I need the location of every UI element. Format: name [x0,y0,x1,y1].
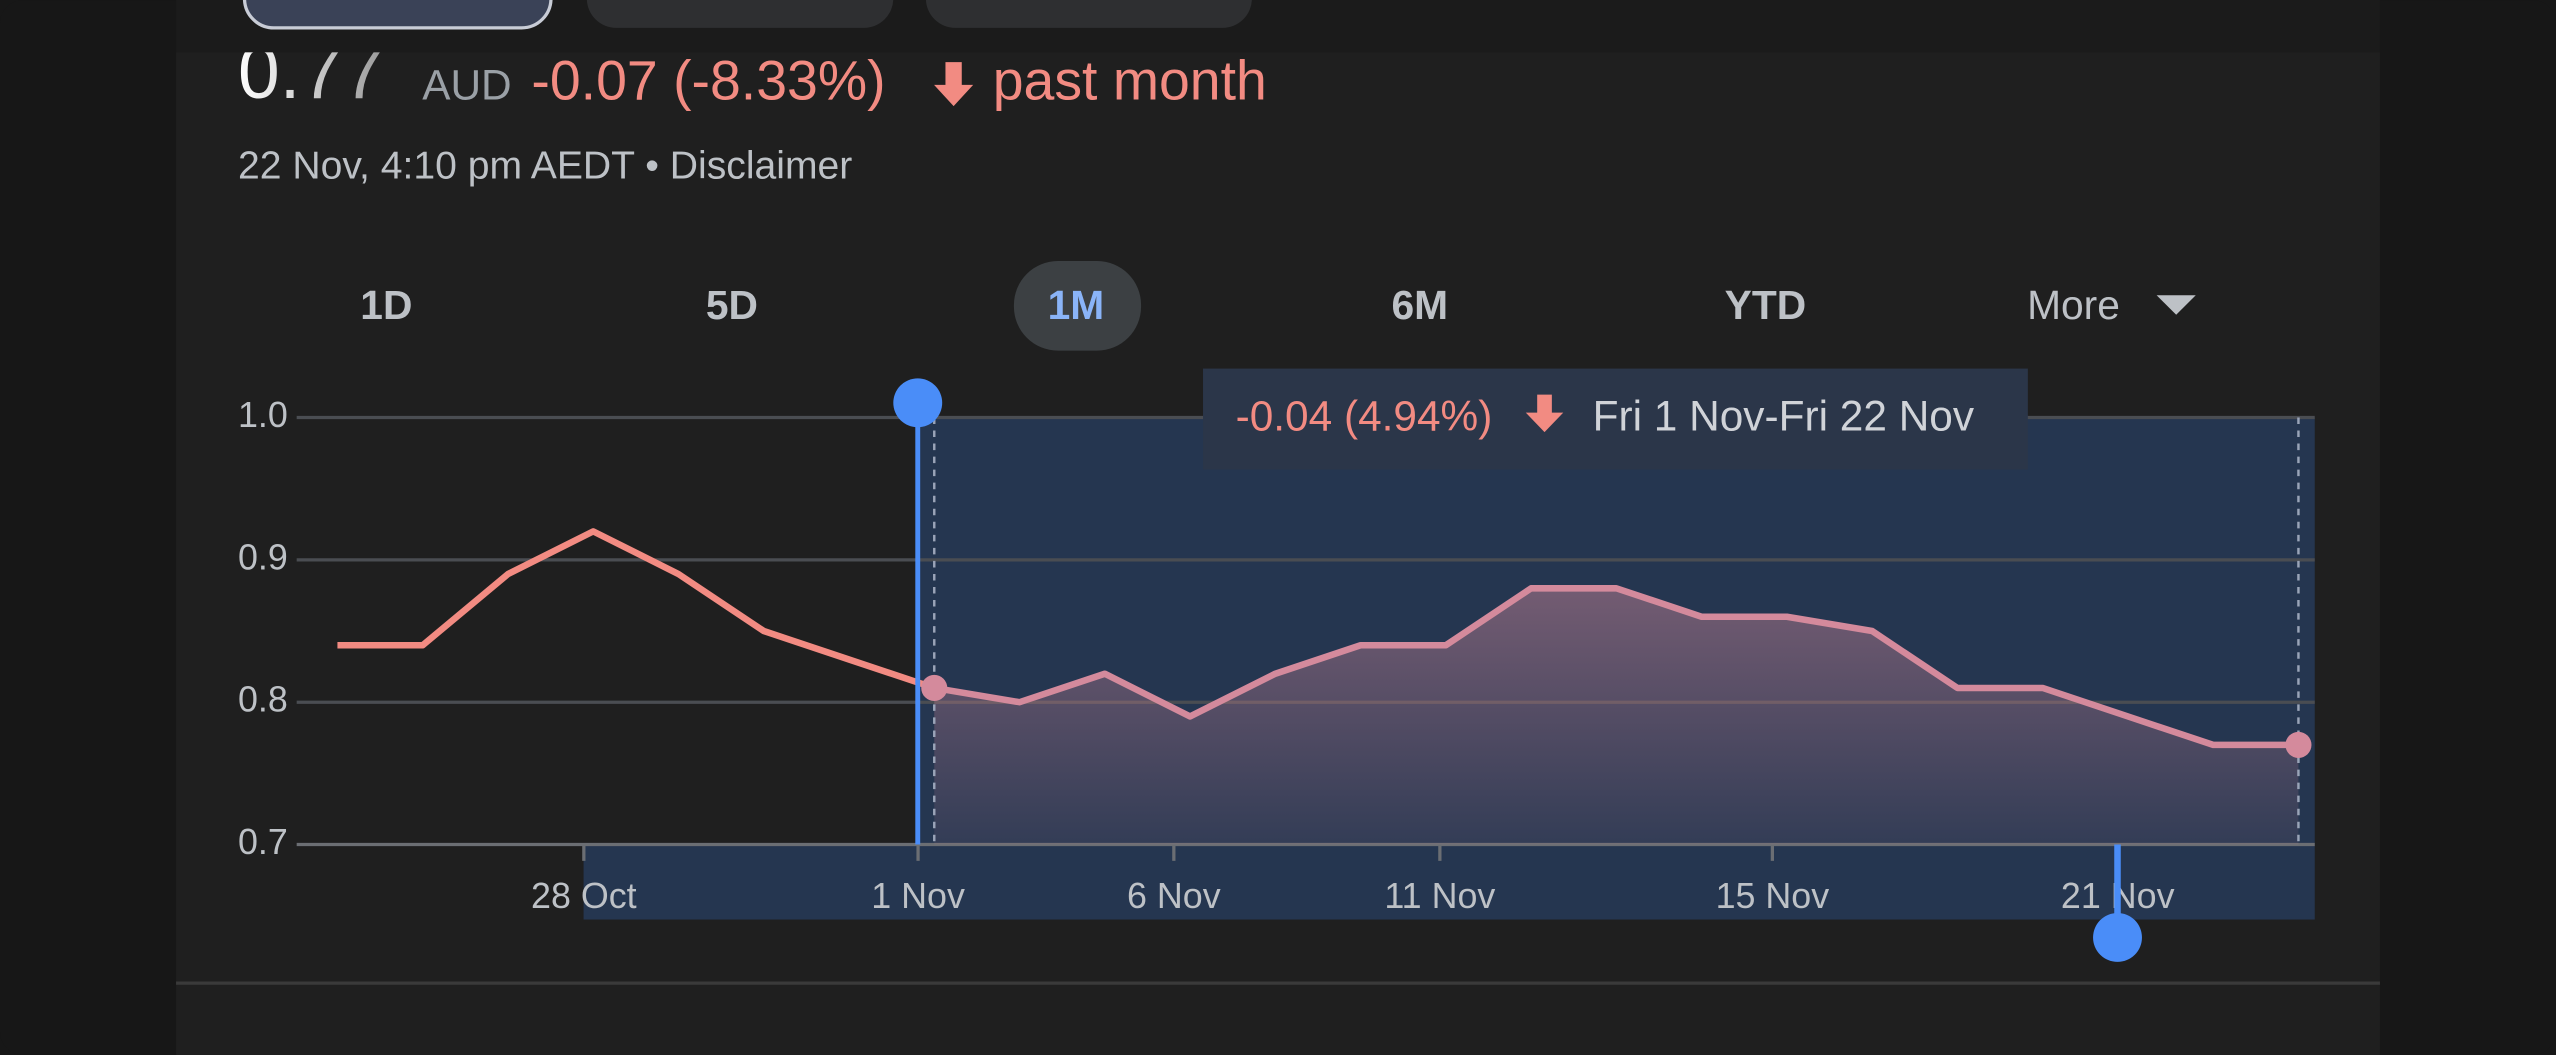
area [934,588,2299,845]
down-arrow [934,62,974,107]
point [2285,731,2312,758]
x-tick-label: 11 Nov [1384,876,1495,916]
tooltip-change: -0.04 (4.94%) [1236,392,1493,439]
x-tick-label: 1 Nov [871,876,965,916]
handle[interactable] [2093,913,2142,962]
tab[interactable]: 1M [1048,282,1105,328]
tab[interactable]: 6M [1392,282,1449,328]
x-tick-label: 15 Nov [1716,876,1830,916]
price-line [337,528,936,692]
timestamp[interactable]: 22 Nov, 4:10 pm AEDT • Disclaimer [238,144,852,187]
tooltip [1203,368,2028,470]
tab[interactable]: 1D [360,282,412,328]
currency: AUD [422,61,511,108]
y-tick-label: 0.9 [238,537,288,577]
pill-button[interactable] [925,0,1252,28]
dropdown-icon [2156,295,2196,315]
point [921,674,948,701]
tab[interactable]: YTD [1725,282,1807,328]
tab[interactable]: 5D [706,282,758,328]
change: -0.07 (-8.33%) [531,50,885,112]
active-tab-bg [1013,260,1142,351]
selection-axis-band [583,844,2315,920]
pill-button[interactable] [586,0,894,28]
tab[interactable]: More [2027,282,2120,328]
pill-button[interactable] [242,0,553,30]
selected-line [933,585,2299,749]
x-tick-label: 6 Nov [1127,876,1221,916]
period: past month [993,50,1267,112]
x-tick-label: 28 Oct [531,876,637,916]
handle[interactable] [893,378,943,428]
y-tick-label: 0.7 [238,822,288,862]
down-arrow [1525,394,1564,433]
tooltip-range: Fri 1 Nov-Fri 22 Nov [1593,392,1975,439]
y-tick-label: 0.8 [238,680,288,720]
y-tick-label: 1.0 [238,395,288,435]
